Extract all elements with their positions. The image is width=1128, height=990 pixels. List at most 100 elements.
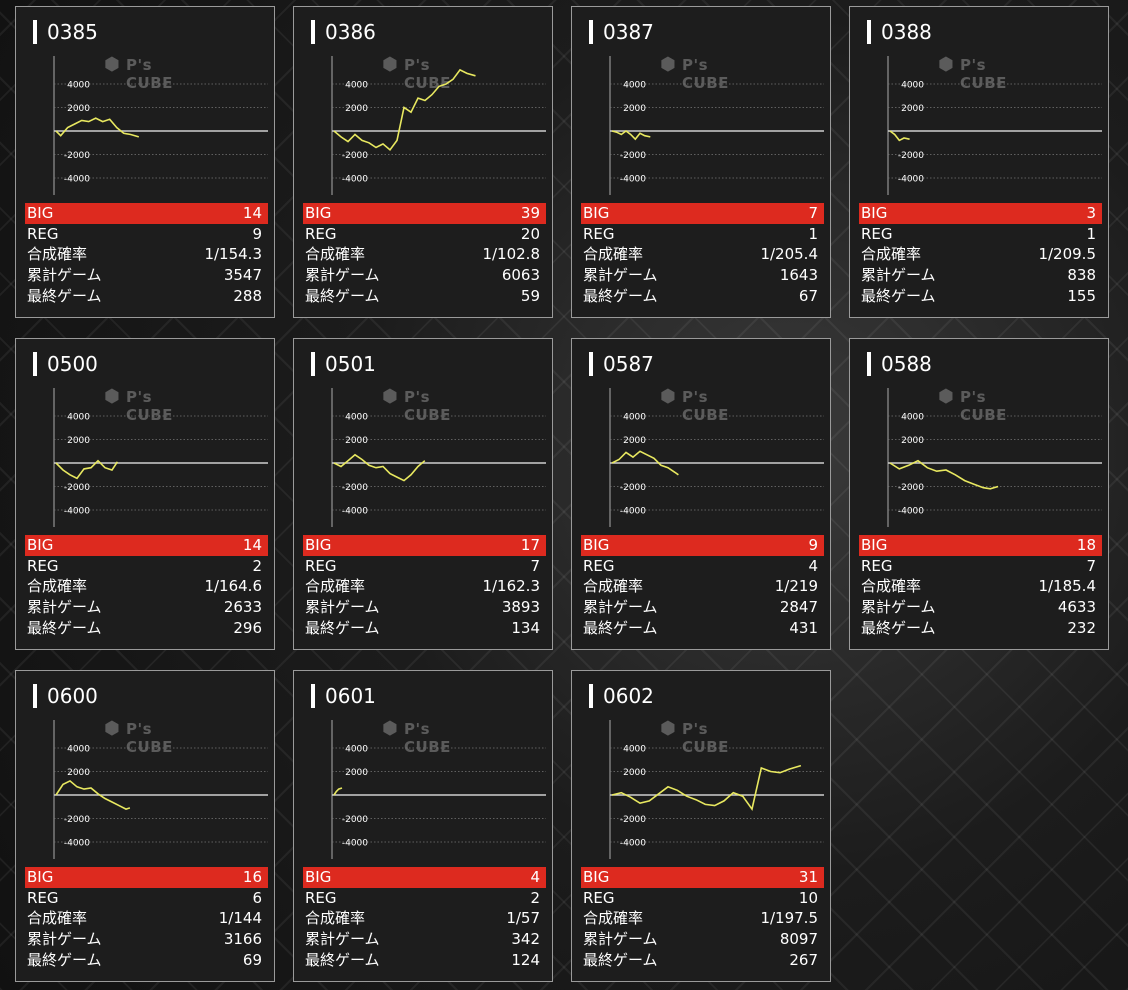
machine-card[interactable]: 0500 ⬢ P's CUBE BIG 14 REG 2 合成確率 1/164.…	[15, 338, 275, 650]
watermark-text: P's CUBE	[682, 720, 729, 756]
stats-table: BIG 17 REG 7 合成確率 1/162.3 累計ゲーム 3893 最終ゲ…	[303, 535, 546, 638]
stats-table: BIG 4 REG 2 合成確率 1/57 累計ゲーム 342 最終ゲーム 12…	[303, 867, 546, 970]
slump-chart: 4000 2000 -2000 -4000	[586, 716, 826, 861]
slump-line	[55, 117, 140, 138]
stats-table: BIG 14 REG 2 合成確率 1/164.6 累計ゲーム 2633 最終ゲ…	[25, 535, 268, 638]
slump-chart-svg: 4000 2000 -2000 -4000	[53, 388, 268, 527]
rate-row: 合成確率 1/164.6	[25, 576, 268, 597]
watermark-text: P's CUBE	[682, 388, 729, 424]
rate-row: 合成確率 1/209.5	[859, 244, 1102, 265]
rate-label: 合成確率	[861, 577, 922, 596]
reg-value: 20	[520, 224, 540, 243]
y-tick-label: -2000	[342, 151, 368, 161]
machine-number: 0587	[589, 352, 654, 376]
hexagon-logo-icon: ⬢	[660, 386, 676, 407]
machine-number: 0386	[311, 20, 376, 44]
y-tick-label: -2000	[620, 151, 646, 161]
machine-card[interactable]: 0588 ⬢ P's CUBE BIG 18 REG 7 合成確率 1/185.…	[849, 338, 1109, 650]
reg-label: REG	[861, 556, 893, 575]
last-games-row: 最終ゲーム 155	[859, 286, 1102, 307]
y-tick-label: 2000	[345, 436, 368, 446]
total-games-label: 累計ゲーム	[861, 266, 936, 285]
pscube-watermark: ⬢ P's CUBE	[938, 384, 1038, 425]
pscube-watermark: ⬢ P's CUBE	[104, 52, 204, 93]
machine-card[interactable]: 0602 ⬢ P's CUBE BIG 31 REG 10 合成確率 1/197…	[571, 670, 831, 982]
y-tick-label: -4000	[898, 507, 924, 517]
stats-table: BIG 9 REG 4 合成確率 1/219 累計ゲーム 2847 最終ゲーム …	[581, 535, 824, 638]
big-label: BIG	[861, 204, 888, 222]
machine-card[interactable]: 0388 ⬢ P's CUBE BIG 3 REG 1 合成確率 1/209.5…	[849, 6, 1109, 318]
total-games-row: 累計ゲーム 1643	[581, 265, 824, 286]
reg-value: 6	[252, 888, 262, 907]
pscube-watermark: ⬢ P's CUBE	[382, 716, 482, 757]
y-tick-label: -4000	[64, 175, 90, 185]
hexagon-logo-icon: ⬢	[104, 54, 120, 75]
y-tick-label: -4000	[342, 839, 368, 849]
big-value: 7	[808, 204, 818, 222]
reg-row: REG 20	[303, 224, 546, 245]
reg-label: REG	[27, 888, 59, 907]
machine-card[interactable]: 0385 ⬢ P's CUBE BIG 14 REG 9 合成確率 1/154.…	[15, 6, 275, 318]
big-value: 39	[520, 204, 540, 222]
slump-chart-svg: 4000 2000 -2000 -4000	[887, 388, 1102, 527]
y-tick-label: 2000	[345, 104, 368, 114]
big-value: 9	[808, 536, 818, 554]
y-tick-label: 2000	[623, 768, 646, 778]
y-tick-label: -4000	[64, 839, 90, 849]
rate-label: 合成確率	[27, 245, 88, 264]
pscube-watermark: ⬢ P's CUBE	[660, 384, 760, 425]
rate-row: 合成確率 1/205.4	[581, 244, 824, 265]
y-tick-label: 2000	[67, 104, 90, 114]
y-tick-label: 2000	[345, 768, 368, 778]
pscube-watermark: ⬢ P's CUBE	[660, 52, 760, 93]
machine-card[interactable]: 0600 ⬢ P's CUBE BIG 16 REG 6 合成確率 1/144 …	[15, 670, 275, 982]
big-row: BIG 16	[25, 867, 268, 888]
y-tick-label: -2000	[620, 815, 646, 825]
big-row: BIG 18	[859, 535, 1102, 556]
machine-card[interactable]: 0387 ⬢ P's CUBE BIG 7 REG 1 合成確率 1/205.4…	[571, 6, 831, 318]
y-tick-label: 4000	[901, 81, 924, 91]
machine-card[interactable]: 0501 ⬢ P's CUBE BIG 17 REG 7 合成確率 1/162.…	[293, 338, 553, 650]
reg-label: REG	[27, 556, 59, 575]
y-tick-label: 2000	[67, 768, 90, 778]
slump-line	[611, 764, 802, 812]
last-games-value: 288	[233, 286, 262, 305]
total-games-row: 累計ゲーム 838	[859, 265, 1102, 286]
y-tick-label: 2000	[67, 436, 90, 446]
machine-card[interactable]: 0386 ⬢ P's CUBE BIG 39 REG 20 合成確率 1/102…	[293, 6, 553, 318]
y-tick-label: -2000	[64, 151, 90, 161]
slump-chart: 4000 2000 -2000 -4000	[864, 384, 1104, 529]
rate-value: 1/57	[506, 909, 540, 928]
last-games-value: 232	[1067, 618, 1096, 637]
slump-chart: 4000 2000 -2000 -4000	[30, 52, 270, 197]
slump-chart-svg: 4000 2000 -2000 -4000	[331, 56, 546, 195]
rate-row: 合成確率 1/102.8	[303, 244, 546, 265]
big-label: BIG	[305, 536, 332, 554]
total-games-label: 累計ゲーム	[305, 598, 380, 617]
reg-row: REG 6	[25, 888, 268, 909]
watermark-text: P's CUBE	[960, 388, 1007, 424]
last-games-label: 最終ゲーム	[583, 618, 658, 637]
slump-line	[611, 450, 679, 476]
total-games-label: 累計ゲーム	[27, 266, 102, 285]
machine-card[interactable]: 0587 ⬢ P's CUBE BIG 9 REG 4 合成確率 1/219 累…	[571, 338, 831, 650]
last-games-label: 最終ゲーム	[583, 950, 658, 969]
watermark-text: P's CUBE	[960, 56, 1007, 92]
machine-number: 0385	[33, 20, 98, 44]
slump-line	[611, 130, 651, 141]
total-games-label: 累計ゲーム	[27, 930, 102, 949]
total-games-value: 3893	[501, 598, 540, 617]
total-games-label: 累計ゲーム	[583, 930, 658, 949]
reg-label: REG	[305, 888, 337, 907]
big-label: BIG	[583, 204, 610, 222]
reg-value: 4	[808, 556, 818, 575]
machine-card[interactable]: 0601 ⬢ P's CUBE BIG 4 REG 2 合成確率 1/57 累計…	[293, 670, 553, 982]
total-games-row: 累計ゲーム 342	[303, 929, 546, 950]
y-tick-label: 4000	[67, 81, 90, 91]
total-games-value: 6063	[501, 266, 540, 285]
big-label: BIG	[27, 204, 54, 222]
rate-row: 合成確率 1/197.5	[581, 908, 824, 929]
big-row: BIG 39	[303, 203, 546, 224]
reg-row: REG 2	[303, 888, 546, 909]
rate-row: 合成確率 1/185.4	[859, 576, 1102, 597]
